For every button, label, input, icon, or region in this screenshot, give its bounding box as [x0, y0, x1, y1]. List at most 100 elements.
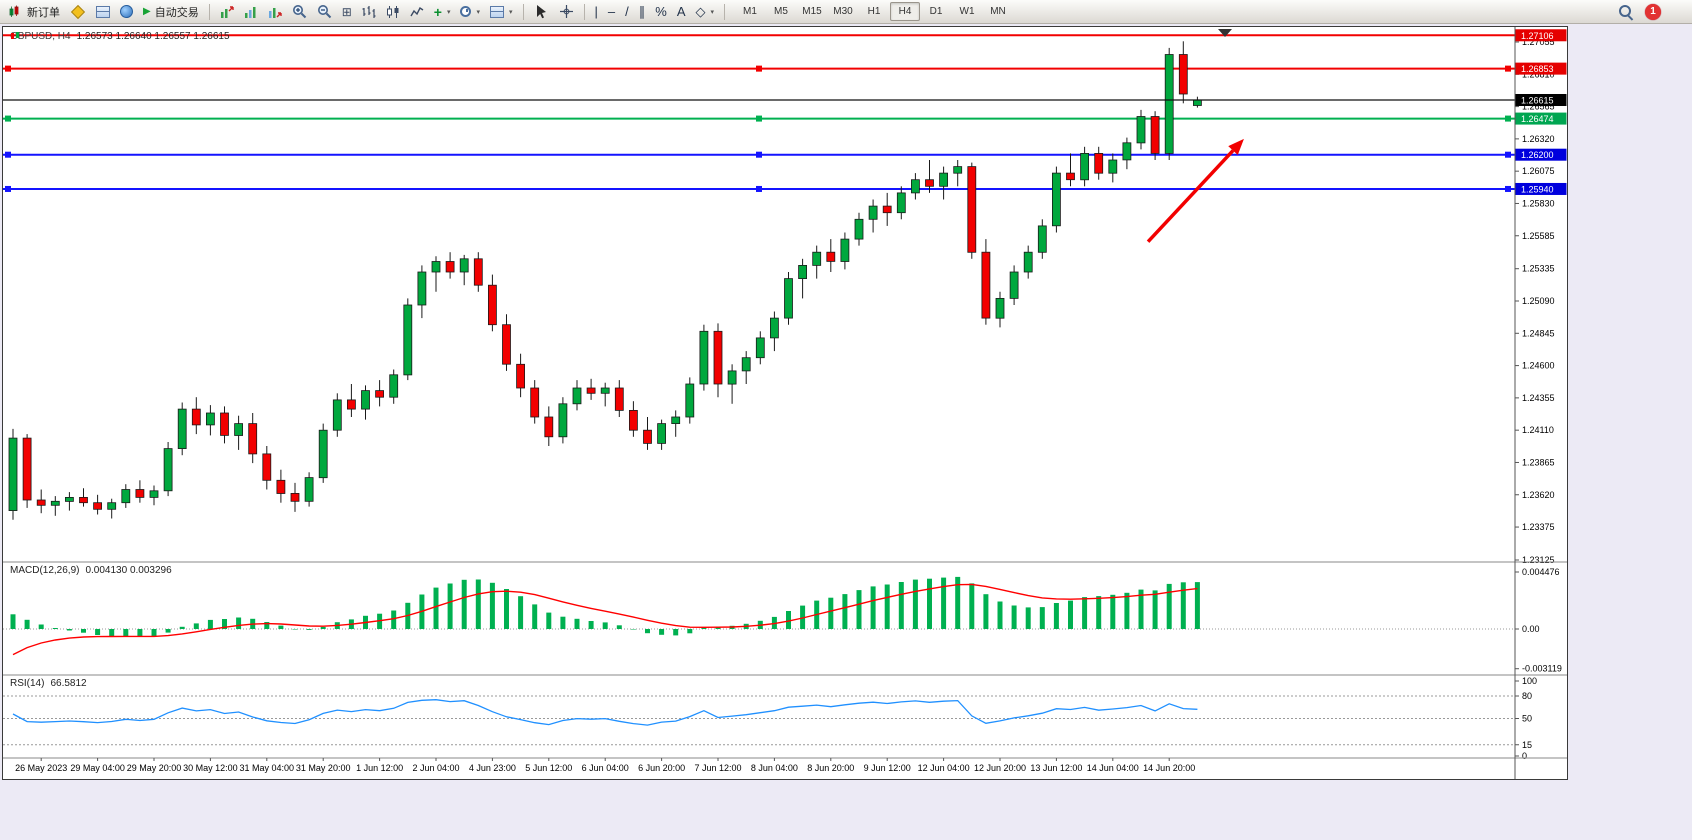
bar-chart-button[interactable] [358, 2, 380, 22]
rsi-value: 66.5812 [50, 678, 87, 689]
new-order-button[interactable]: 新订单 [5, 2, 64, 22]
svg-text:1.25940: 1.25940 [1521, 184, 1554, 194]
candle-body [346, 399, 356, 410]
line-handle[interactable] [756, 65, 762, 72]
channel-button[interactable]: ∥ [635, 2, 650, 22]
time-axis[interactable]: 26 May 2023 29 May 04:00 29 May 20:00 30 Ma… [15, 758, 1195, 773]
timeframe-button-m1[interactable]: M1 [743, 6, 757, 17]
support-line-blue-upper[interactable] [3, 151, 1515, 158]
line-handle[interactable] [5, 185, 11, 192]
candle-body [784, 278, 793, 319]
candle-body [1009, 271, 1019, 299]
periods-button[interactable]: ▾ [456, 2, 484, 22]
line-handle[interactable] [756, 151, 762, 158]
candle-body [1178, 54, 1188, 95]
search-icon[interactable] [1618, 4, 1633, 19]
line-handle[interactable] [1505, 185, 1511, 192]
candle-body [50, 500, 60, 506]
timeframe-button-h1[interactable]: H1 [867, 6, 881, 17]
templates-button[interactable]: ▾ [486, 2, 517, 22]
crosshair-icon [559, 5, 573, 18]
macd-axis-label: 0.004476 [1522, 567, 1560, 577]
timeframe-button-d1[interactable]: D1 [929, 6, 943, 17]
chart-background[interactable] [3, 27, 1567, 779]
new-chart-button[interactable] [216, 2, 238, 22]
candle-body [572, 387, 582, 405]
line-handle[interactable] [756, 185, 762, 192]
chart-refresh-button[interactable] [264, 2, 286, 22]
timeframe-button-w1[interactable]: W1 [959, 6, 975, 17]
zoom-in-button[interactable] [288, 2, 311, 22]
support-line-green[interactable] [3, 115, 1515, 122]
price-badge: 1.26853 [1515, 62, 1567, 75]
line-handle[interactable] [1505, 151, 1511, 158]
svg-text:1.26615: 1.26615 [1521, 95, 1554, 105]
notification-badge[interactable]: 1 [1645, 3, 1661, 20]
time-axis-label: 29 May 04:00 [70, 763, 125, 773]
time-axis-label: 14 Jun 20:00 [1143, 763, 1195, 773]
price-axis-label: 1.25585 [1522, 231, 1555, 241]
timeframe-group: M1 M5 M15 M30 H1 H4 D1 W1 MN [735, 2, 1013, 21]
timeframe-button-mn[interactable]: MN [990, 6, 1006, 17]
line-handle[interactable] [5, 115, 11, 122]
vertical-line-button[interactable]: | [591, 2, 602, 22]
support-line-blue-lower[interactable] [3, 185, 1515, 192]
horizontal-line-button[interactable]: – [604, 2, 619, 22]
line-handle[interactable] [1505, 65, 1511, 72]
time-axis-label: 7 Jun 12:00 [694, 763, 741, 773]
zoom-out-button[interactable] [313, 2, 336, 22]
tile-windows-button[interactable]: ⊞ [338, 2, 356, 22]
candle-body [262, 453, 272, 481]
candle-body [1122, 142, 1132, 161]
price-badge: 1.26200 [1515, 148, 1567, 161]
time-axis-label: 12 Jun 04:00 [918, 763, 970, 773]
crosshair-button[interactable] [555, 2, 578, 22]
trend-arrow[interactable] [1146, 138, 1244, 243]
timeframe-button-m30[interactable]: M30 [833, 6, 853, 17]
price-axis[interactable]: 1.270551.268101.265651.263201.260751.258… [1515, 37, 1562, 761]
timeframe-button-h4[interactable]: H4 [890, 2, 920, 21]
time-axis-label: 8 Jun 04:00 [751, 763, 798, 773]
price-axis-label: 1.25335 [1522, 264, 1555, 274]
chart-shift-marker[interactable] [1218, 29, 1232, 37]
price-axis-label: 1.23375 [1522, 522, 1555, 532]
trendline-button[interactable]: / [621, 2, 633, 22]
chart-canvas[interactable]: 1.270551.268101.265651.263201.260751.258… [3, 27, 1567, 779]
line-handle[interactable] [5, 65, 11, 72]
market-watch-button[interactable] [92, 2, 114, 22]
candle-body [135, 489, 145, 498]
timeframe-button-m5[interactable]: M5 [774, 6, 788, 17]
macd-name: MACD(12,26,9) [10, 565, 80, 576]
text-button[interactable]: A [673, 2, 690, 22]
data-window-button[interactable] [116, 2, 137, 22]
candle-body [332, 399, 342, 431]
candle-body [1037, 225, 1047, 253]
price-axis-label: 1.27055 [1522, 37, 1555, 47]
metaeditor-button[interactable] [66, 2, 90, 22]
chevron-down-icon: ▾ [446, 8, 451, 16]
time-axis-label: 14 Jun 04:00 [1087, 763, 1139, 773]
fibonacci-button[interactable]: % [651, 2, 671, 22]
price-axis-label: 1.25830 [1522, 198, 1555, 208]
new-order-label: 新订单 [27, 6, 60, 19]
candlestick-chart-button[interactable] [382, 2, 404, 22]
price-axis-label: 1.23125 [1522, 555, 1555, 565]
chart-title: GBPUSD, H4 1.26573 1.26640 1.26557 1.266… [10, 31, 230, 42]
line-handle[interactable] [756, 115, 762, 122]
cursor-button[interactable] [530, 2, 553, 22]
tile-windows-icon: ⊞ [341, 4, 352, 19]
line-handle[interactable] [5, 151, 11, 158]
candle-body [473, 258, 483, 286]
chart-widget: 1.270551.268101.265651.263201.260751.258… [2, 26, 1568, 780]
auto-trading-button[interactable]: ▶ 自动交易 [139, 2, 203, 22]
line-chart-button[interactable] [406, 2, 428, 22]
shapes-button[interactable]: ◇ ▾ [691, 2, 718, 22]
resistance-line-lower[interactable] [3, 65, 1515, 72]
time-axis-label: 13 Jun 12:00 [1030, 763, 1082, 773]
candle-body [304, 477, 314, 502]
timeframe-button-m15[interactable]: M15 [802, 6, 822, 17]
line-handle[interactable] [1505, 115, 1511, 122]
auto-trading-play-icon: ▶ [143, 6, 151, 17]
chart-profiles-button[interactable] [240, 2, 262, 22]
indicators-button[interactable]: + ▾ [430, 2, 455, 22]
